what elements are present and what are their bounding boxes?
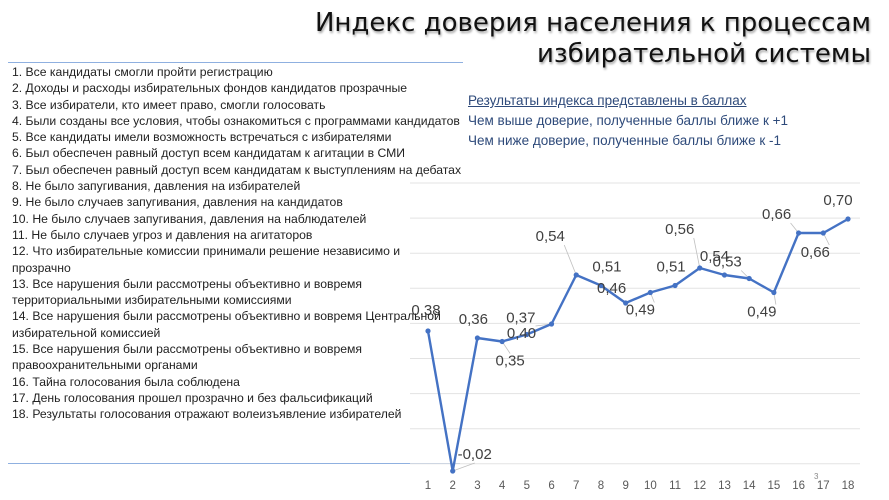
question-item: 8. Не было запугивания, давления на изби… [12, 179, 301, 194]
x-tick-label: 11 [669, 480, 681, 492]
divider-top [8, 62, 463, 63]
data-point-marker [795, 230, 802, 236]
data-point-marker [450, 468, 456, 474]
question-item: 17. День голосования прошел прозрачно и … [12, 390, 373, 405]
data-label: 0,36 [459, 311, 488, 328]
question-item: 13. Все нарушения были рассмотрены объек… [12, 276, 363, 308]
data-label: 0,49 [626, 302, 655, 319]
question-item: 6. Был обеспечен равный доступ всем канд… [12, 146, 406, 161]
question-item: 1. Все кандидаты смогли пройти регистрац… [12, 65, 273, 79]
question-item: 18. Результаты голосования отражают воле… [12, 407, 402, 422]
series-line [426, 217, 849, 473]
question-item: 2. Доходы и расходы избирательных фондов… [12, 81, 407, 96]
legend-low: Чем ниже доверие, полученные баллы ближе… [468, 133, 781, 148]
x-tick-label: 13 [718, 480, 731, 492]
x-tick-label: 9 [622, 480, 628, 492]
x-tick-label: 18 [842, 480, 855, 492]
question-item: 4. Были созданы все условия, чтобы ознак… [12, 113, 460, 128]
x-tick-label: 2 [450, 480, 456, 492]
data-label: 0,49 [747, 304, 776, 321]
data-point-marker [647, 289, 653, 296]
leader-line [452, 462, 475, 472]
data-labels: 0,38-0,020,360,350,370,400,540,510,460,4… [411, 192, 852, 463]
x-tick-label: 7 [573, 480, 579, 492]
data-point-marker [721, 272, 728, 278]
x-tick-label: 10 [644, 480, 657, 492]
series-markers [425, 216, 851, 474]
question-item: 7. Был обеспечен равный доступ всем канд… [12, 162, 462, 177]
question-item: 5. Все кандидаты имели возможность встре… [12, 130, 392, 145]
question-list: 1. Все кандидаты смогли пройти регистрац… [12, 64, 462, 423]
data-point-marker [746, 275, 752, 282]
title-line-1: Индекс доверия населения к процессам [314, 8, 871, 38]
chart-gridlines [410, 182, 860, 465]
x-tick-label: 3 [474, 480, 480, 492]
divider-bottom [8, 463, 460, 464]
x-tick-label: 15 [767, 480, 780, 492]
data-point-marker [573, 272, 579, 278]
x-tick-label: 1 [425, 480, 431, 492]
question-item: 11. Не было случаев угроз и давления на … [12, 227, 313, 242]
data-label: 0,51 [656, 259, 685, 276]
data-point-marker [820, 230, 826, 236]
data-point-marker [697, 265, 703, 271]
x-tick-label: 16 [792, 480, 805, 492]
data-point-marker [598, 282, 604, 289]
data-point-marker [524, 331, 530, 338]
question-item: 10. Не было случаев запугивания, давлени… [12, 211, 367, 226]
data-point-marker [771, 289, 777, 296]
question-item: 15. Все нарушения были рассмотрены объек… [12, 342, 363, 373]
data-label: 0,66 [801, 244, 830, 261]
data-label: 0,56 [665, 221, 694, 238]
data-label: 0,46 [597, 280, 626, 297]
x-tick-label: 17 [817, 480, 830, 492]
leader-line [693, 237, 701, 269]
data-label: 0,51 [592, 259, 621, 276]
page-title: Индекс доверия населения к процессам изб… [315, 8, 871, 70]
data-label: -0,02 [458, 446, 492, 463]
data-point-marker [845, 216, 851, 222]
data-point-marker [623, 300, 629, 306]
data-label: 0,38 [411, 302, 440, 319]
data-label: 0,35 [496, 353, 525, 370]
label-leader-lines [452, 222, 830, 472]
data-label: 0,53 [713, 254, 742, 271]
data-point-marker [474, 335, 481, 341]
score-legend: Результаты индекса представлены в баллах… [468, 91, 788, 151]
data-label: 0,70 [823, 192, 852, 209]
data-label: 0,37 [506, 310, 535, 327]
question-item: 12. Что избирательные комиссии принимали… [12, 244, 401, 275]
data-label: 0,54 [536, 228, 565, 245]
data-point-marker [499, 338, 505, 345]
data-label: 0,40 [507, 325, 536, 342]
question-item: 14. Все нарушения были рассмотрены объек… [12, 309, 441, 340]
legend-high: Чем выше доверие, полученные баллы ближе… [468, 113, 789, 128]
legend-heading: Результаты индекса представлены в баллах [468, 93, 747, 108]
x-tick-label: 12 [693, 480, 706, 492]
data-label: 0,54 [700, 248, 729, 265]
x-tick-label: 5 [524, 480, 530, 492]
x-tick-label: 4 [499, 480, 506, 492]
data-point-marker [425, 328, 431, 334]
title-line-2: избирательной системы [536, 39, 871, 69]
x-tick-label: 6 [548, 480, 554, 492]
question-item: 3. Все избиратели, кто имеет право, смог… [12, 97, 326, 112]
x-tick-label: 8 [598, 480, 604, 492]
x-tick-label: 14 [743, 480, 756, 492]
question-item: 9. Не было случаев запугивания, давления… [12, 195, 343, 210]
data-point-marker [548, 321, 555, 327]
x-axis-tick-labels: 1 2 3 4 5 6 7 8 9 10 11 12 13 14 15 16 17 18 [425, 480, 855, 492]
data-label: 0,66 [762, 206, 791, 223]
question-item: 16. Тайна голосования была соблюдена [12, 374, 240, 389]
slide-number: 3 [814, 472, 819, 481]
data-point-marker [672, 282, 678, 289]
leader-line [563, 244, 577, 276]
